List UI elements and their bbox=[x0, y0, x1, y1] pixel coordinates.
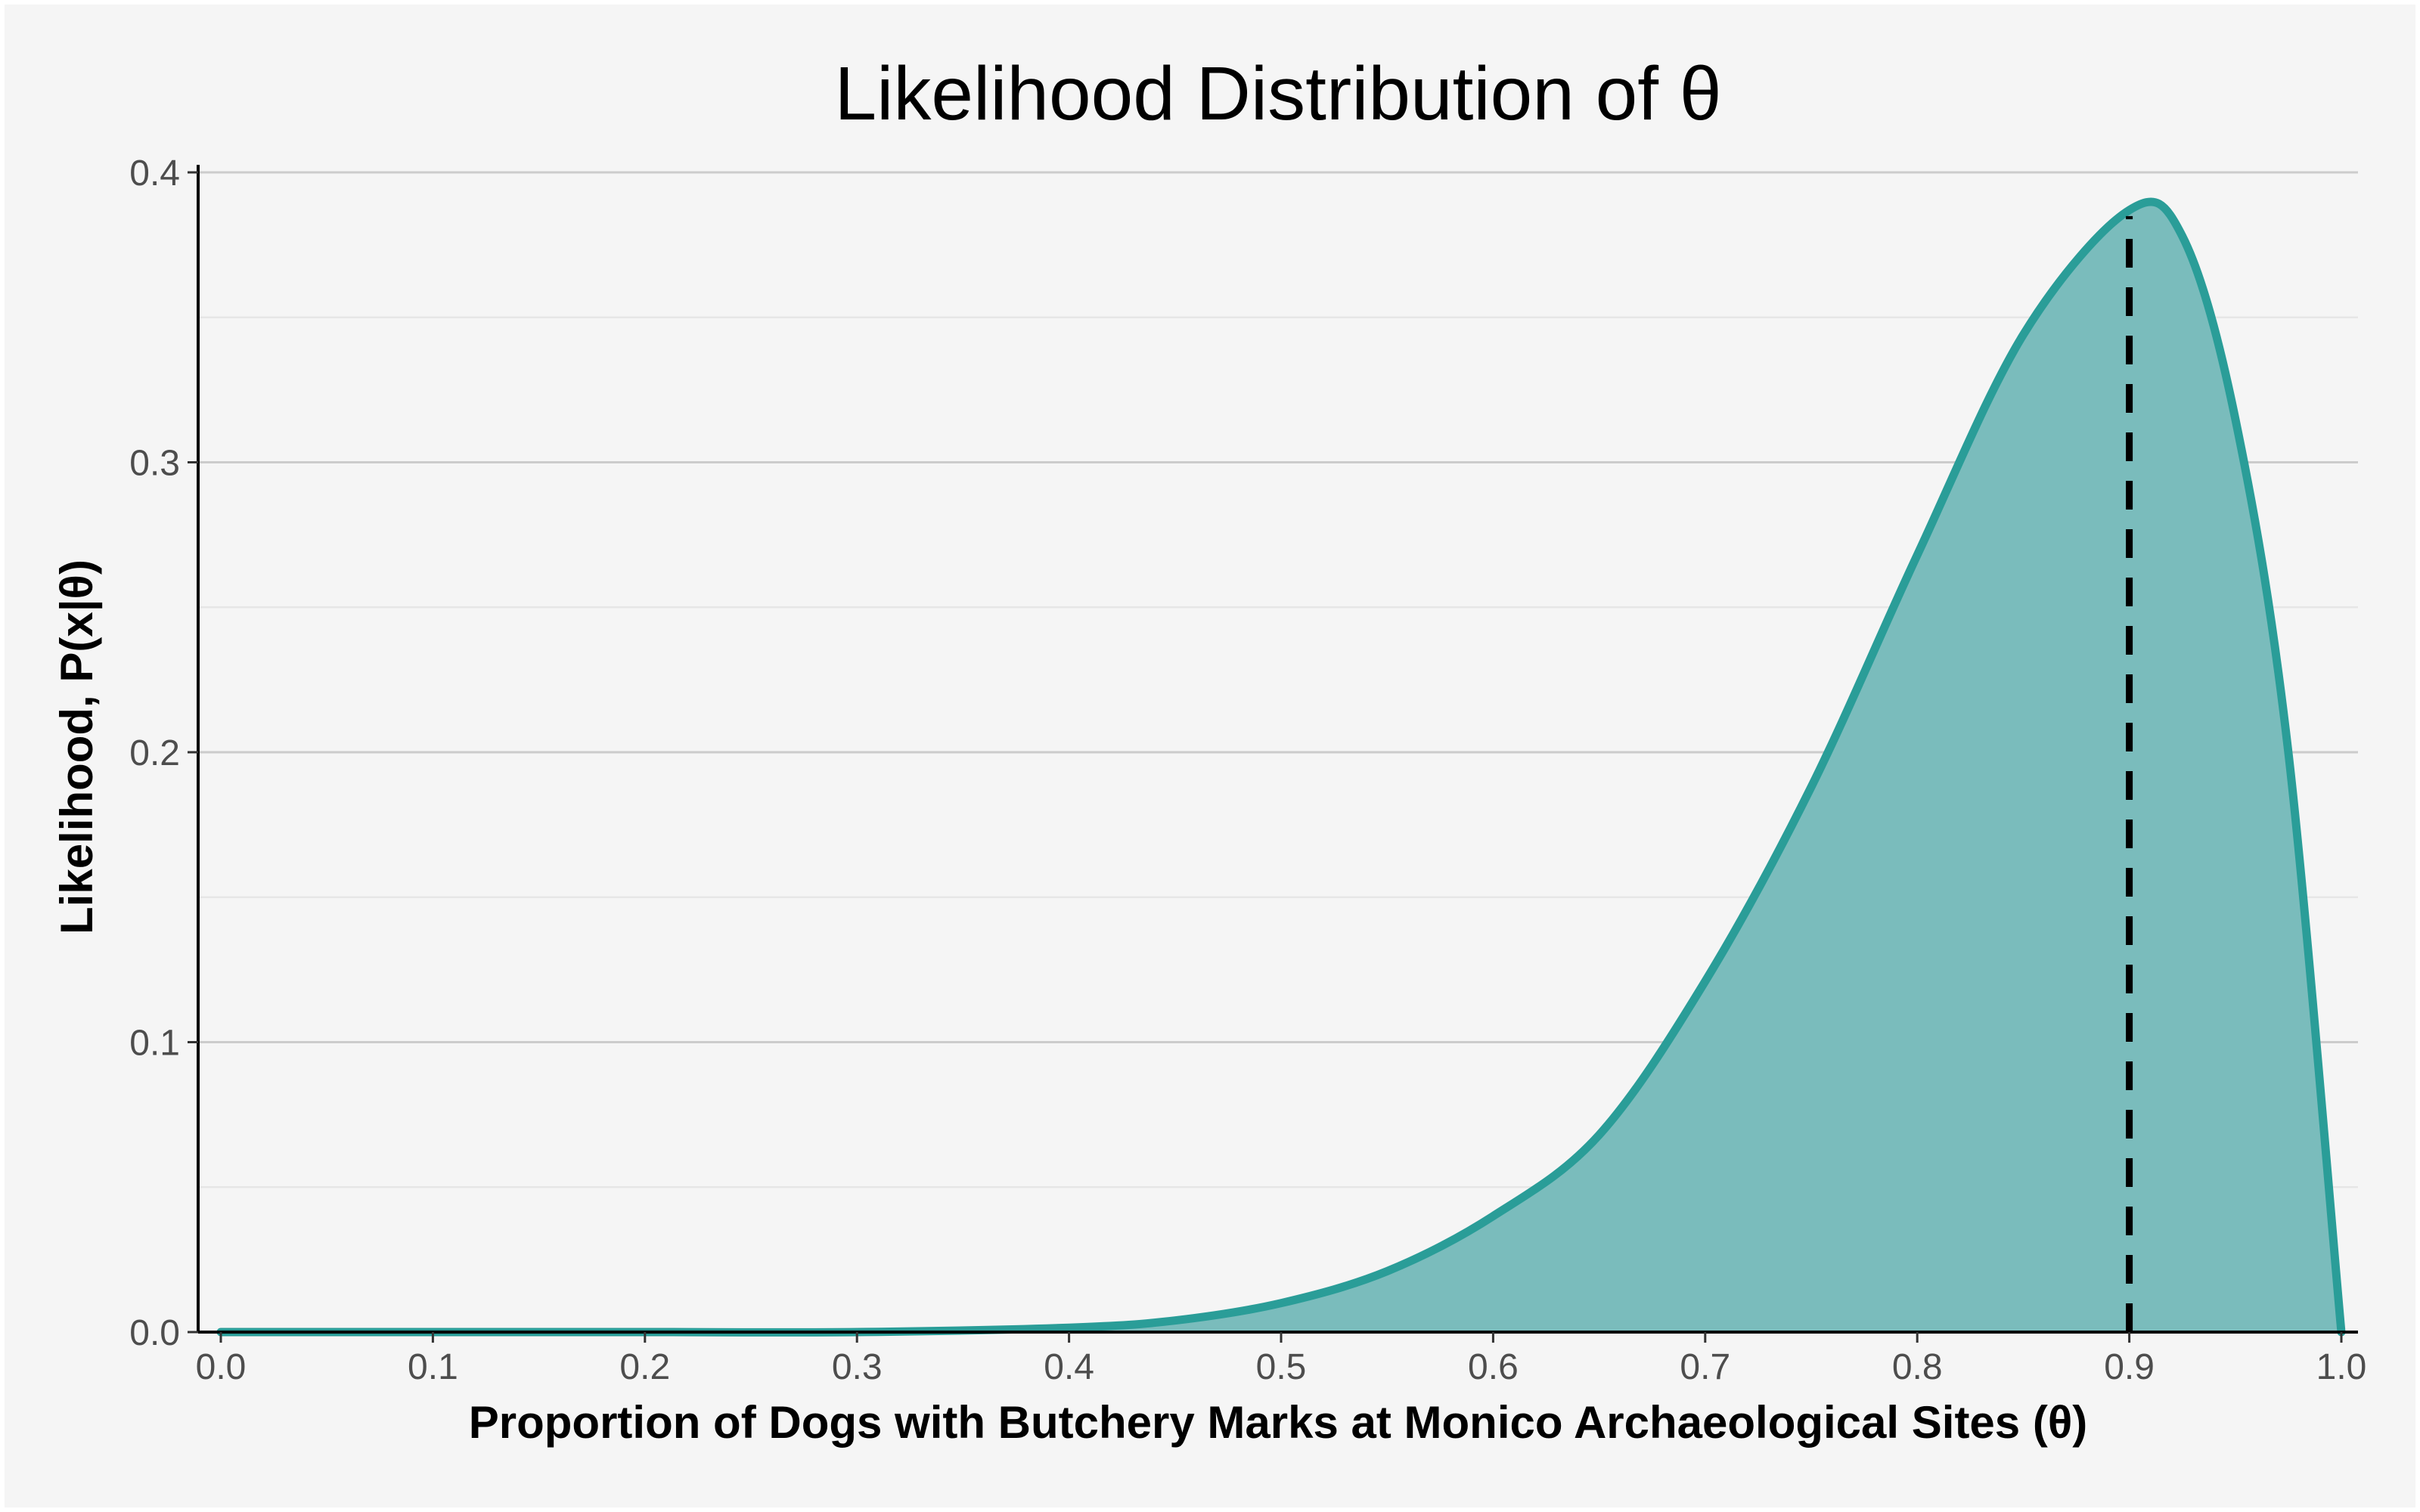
x-tick-label: 0.4 bbox=[1044, 1347, 1094, 1387]
x-tick-label: 0.3 bbox=[832, 1347, 883, 1387]
y-tick-label: 0.4 bbox=[129, 153, 180, 194]
chart-title: Likelihood Distribution of θ bbox=[835, 51, 1722, 136]
x-tick-label: 0.0 bbox=[196, 1347, 247, 1387]
x-tick-label: 1.0 bbox=[2316, 1347, 2367, 1387]
x-axis-title: Proportion of Dogs with Butchery Marks a… bbox=[469, 1397, 2087, 1448]
x-tick-label: 0.8 bbox=[1892, 1347, 1943, 1387]
y-tick-label: 0.0 bbox=[129, 1313, 180, 1353]
x-tick-label: 0.2 bbox=[619, 1347, 670, 1387]
y-tick-label: 0.3 bbox=[129, 444, 180, 484]
y-axis-title: Likelihood, P(x|θ) bbox=[51, 559, 103, 934]
x-axis-ticks: 0.0 0.1 0.2 0.3 0.4 0.5 0.6 0.7 0.8 0.9 1.0 bbox=[196, 1332, 2367, 1387]
x-tick-label: 0.9 bbox=[2104, 1347, 2155, 1387]
x-tick-label: 0.1 bbox=[408, 1347, 458, 1387]
y-axis-ticks: 0.0 0.1 0.2 0.3 0.4 bbox=[129, 153, 198, 1353]
x-tick-label: 0.7 bbox=[1680, 1347, 1730, 1387]
area-fill bbox=[221, 201, 2341, 1333]
y-tick-label: 0.2 bbox=[129, 733, 180, 773]
axes bbox=[197, 165, 2358, 1334]
x-tick-label: 0.5 bbox=[1256, 1347, 1307, 1387]
x-tick-label: 0.6 bbox=[1468, 1347, 1519, 1387]
y-tick-label: 0.1 bbox=[129, 1024, 180, 1064]
